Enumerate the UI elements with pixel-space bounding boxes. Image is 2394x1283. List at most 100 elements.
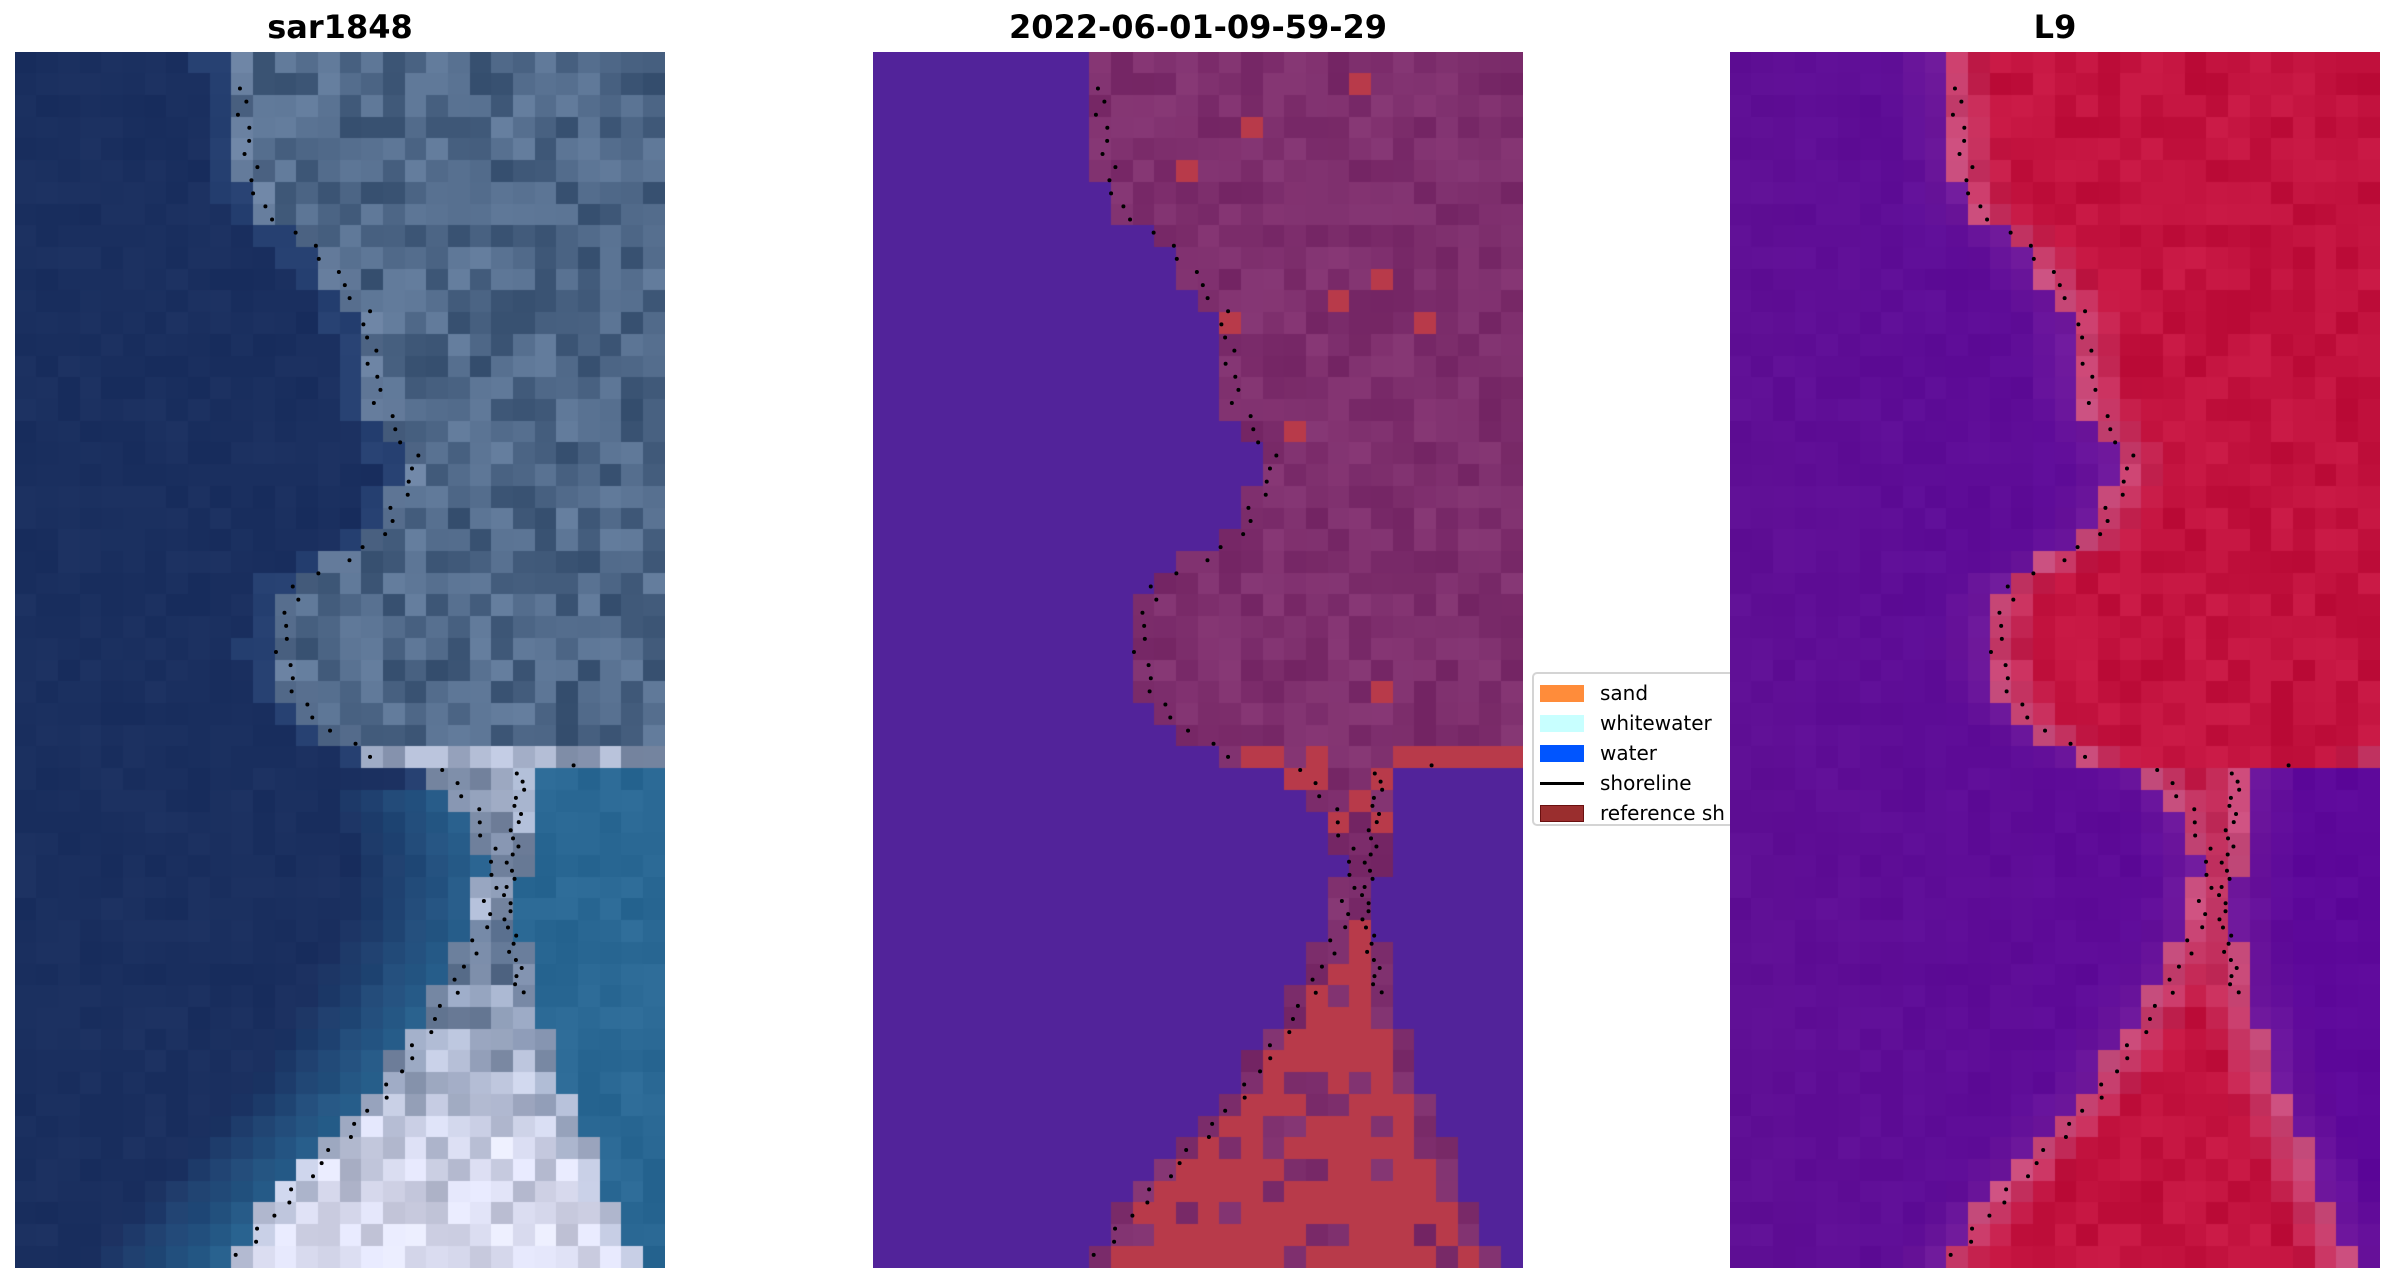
shoreline-dot — [2080, 1108, 2085, 1113]
shoreline-dot — [2080, 335, 2085, 340]
shoreline-dot — [237, 86, 242, 91]
shoreline-dot — [310, 715, 315, 720]
shoreline-dot — [513, 957, 518, 962]
shoreline-dot — [2062, 558, 2067, 563]
shoreline-dot — [289, 689, 294, 694]
shoreline-dot — [2204, 872, 2209, 877]
shoreline-dot — [2155, 767, 2160, 772]
shoreline-dot — [1962, 138, 1967, 143]
shoreline-dot — [2234, 966, 2239, 971]
classified-image-panel — [873, 52, 1523, 1268]
shoreline-dot — [1366, 909, 1371, 914]
shoreline-dot — [2176, 964, 2181, 969]
shoreline-dot — [290, 584, 295, 589]
shoreline-dot — [2004, 689, 2009, 694]
shoreline-dot — [1242, 1095, 1247, 1100]
shoreline-dot — [255, 165, 260, 170]
shoreline-dot — [1226, 754, 1231, 759]
shoreline-dot — [489, 859, 494, 864]
shoreline-dot — [2228, 795, 2233, 800]
shoreline-dot — [2170, 781, 2175, 786]
shoreline-dot — [1352, 885, 1357, 890]
shoreline-dot — [405, 492, 410, 497]
shoreline-dot — [489, 872, 494, 877]
shoreline-dot — [1148, 584, 1153, 589]
shoreline-dot — [1264, 479, 1269, 484]
shoreline-dot — [455, 781, 460, 786]
shoreline-dot — [514, 933, 519, 938]
shoreline-dot — [2124, 466, 2129, 471]
shoreline-dot — [409, 1043, 414, 1048]
shoreline-dot — [2192, 807, 2197, 812]
shoreline-dot — [1131, 650, 1136, 655]
shoreline-dot — [1246, 505, 1251, 510]
shoreline-dot — [1091, 1252, 1096, 1257]
shoreline-dot — [2229, 933, 2234, 938]
shoreline-dot — [2099, 1095, 2104, 1100]
shoreline-dot — [1360, 917, 1365, 922]
shoreline-dot — [1267, 466, 1272, 471]
shoreline-dot — [247, 125, 252, 130]
shoreline-dot — [375, 374, 380, 379]
reference-shoreline-swatch — [1540, 804, 1584, 822]
shoreline-dot — [2090, 374, 2095, 379]
shoreline-dot — [2231, 844, 2236, 849]
legend-label: water — [1600, 741, 1657, 765]
shoreline-dot — [1256, 440, 1261, 445]
shoreline-dot — [513, 795, 518, 800]
shoreline-dot — [429, 1030, 434, 1035]
shoreline-dot — [284, 623, 289, 628]
shoreline-dot — [2209, 885, 2214, 890]
shoreline-dot — [461, 964, 466, 969]
shoreline-dot — [1263, 492, 1268, 497]
shoreline-dot — [1100, 152, 1105, 157]
shoreline-dot — [2152, 1003, 2157, 1008]
shoreline-dot — [2189, 951, 2194, 956]
shoreline-dot — [365, 335, 370, 340]
shoreline-dot — [1130, 1213, 1135, 1218]
shoreline-dot — [432, 1016, 437, 1021]
shoreline-dot — [384, 1095, 389, 1100]
shoreline-dot — [365, 361, 370, 366]
shoreline-dot — [1371, 795, 1376, 800]
shoreline-dot — [1232, 348, 1237, 353]
shoreline-dot — [1966, 191, 1971, 196]
shoreline-dot — [1154, 597, 1159, 602]
shoreline-dot — [1174, 571, 1179, 576]
shoreline-dot — [242, 152, 247, 157]
shoreline-dot — [2170, 990, 2175, 995]
shoreline-dot — [2003, 663, 2008, 668]
shoreline-dot — [2005, 584, 2010, 589]
shoreline-dot — [288, 663, 293, 668]
shoreline-dot — [2200, 925, 2205, 930]
shoreline-dot — [1310, 977, 1315, 982]
shoreline-dot — [235, 112, 240, 117]
shoreline-dot — [1177, 1161, 1182, 1166]
shoreline-dot — [393, 427, 398, 432]
shoreline-dot — [1351, 846, 1356, 851]
shoreline-dot — [2011, 597, 2016, 602]
shoreline-dot — [1145, 1200, 1150, 1205]
shoreline-dot — [520, 779, 525, 784]
shoreline-dot — [1987, 1213, 1992, 1218]
shoreline-dot — [1319, 964, 1324, 969]
shoreline-dot — [416, 453, 421, 458]
shoreline-dot — [1429, 763, 1434, 768]
shoreline-dot — [508, 901, 513, 906]
shoreline-dot — [1367, 868, 1372, 873]
shoreline-dot — [2174, 794, 2179, 799]
shoreline-dot — [1093, 112, 1098, 117]
shoreline-dot — [1332, 951, 1337, 956]
shoreline-dot — [1251, 427, 1256, 432]
shoreline-dot — [2086, 401, 2091, 406]
shoreline-dot — [1346, 912, 1351, 917]
shoreline-dot — [2193, 833, 2198, 838]
shoreline-dot — [1988, 650, 1993, 655]
shoreline-dot — [1109, 191, 1114, 196]
shoreline-dot — [368, 754, 373, 759]
shoreline-dot — [2235, 779, 2240, 784]
shoreline-dot — [1151, 230, 1156, 235]
shoreline-dot — [1970, 165, 1975, 170]
shoreline-dot — [1999, 636, 2004, 641]
shoreline-dot — [508, 909, 513, 914]
